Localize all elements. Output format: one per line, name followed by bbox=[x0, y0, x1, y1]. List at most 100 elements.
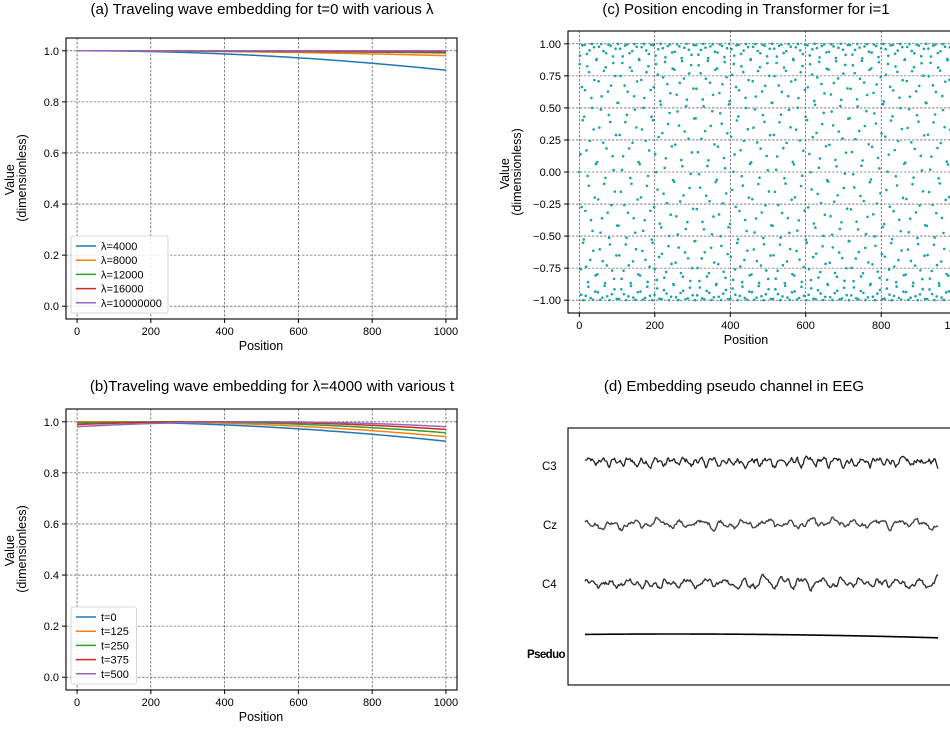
scatter-point bbox=[640, 45, 643, 49]
scatter-point bbox=[918, 204, 921, 207]
scatter-point bbox=[709, 124, 713, 128]
scatter-point bbox=[946, 163, 950, 166]
scatter-point bbox=[937, 177, 940, 180]
scatter-point bbox=[610, 269, 614, 272]
scatter-point bbox=[660, 297, 663, 301]
scatter-point bbox=[843, 279, 846, 283]
scatter-point bbox=[661, 46, 665, 50]
scatter-point bbox=[905, 79, 909, 83]
scatter-point bbox=[933, 298, 936, 302]
scatter-point bbox=[803, 43, 807, 47]
scatter-point bbox=[785, 260, 789, 263]
scatter-point bbox=[883, 297, 886, 301]
scatter-point bbox=[736, 238, 740, 241]
scatter-point bbox=[638, 274, 642, 277]
scatter-point bbox=[632, 216, 636, 220]
scatter-point bbox=[733, 268, 737, 271]
scatter-point bbox=[684, 298, 687, 301]
scatter-point bbox=[726, 252, 730, 256]
x-tick-label-800: 800 bbox=[363, 326, 381, 338]
scatter-point bbox=[709, 246, 713, 250]
scatter-point bbox=[827, 50, 831, 54]
scatter-point bbox=[631, 141, 634, 145]
scatter-point bbox=[732, 170, 735, 174]
scatter-point bbox=[805, 118, 809, 122]
scatter-point bbox=[852, 286, 856, 289]
scatter-point bbox=[922, 47, 926, 51]
scatter-point bbox=[885, 188, 888, 192]
scatter-point bbox=[699, 48, 703, 52]
scatter-point bbox=[750, 273, 753, 276]
scatter-point bbox=[717, 213, 721, 216]
scatter-point bbox=[675, 215, 678, 218]
scatter-point bbox=[873, 235, 877, 238]
scatter-point bbox=[848, 116, 852, 120]
panel-b-lines bbox=[77, 421, 447, 442]
scatter-point bbox=[701, 42, 705, 46]
scatter-point bbox=[707, 271, 711, 275]
scatter-point bbox=[856, 42, 859, 46]
scatter-point bbox=[764, 204, 767, 207]
scatter-point bbox=[916, 242, 920, 246]
scatter-point bbox=[828, 295, 832, 299]
scatter-point bbox=[864, 298, 867, 302]
scatter-point bbox=[655, 278, 659, 282]
scatter-point bbox=[761, 236, 765, 240]
scatter-point bbox=[662, 288, 666, 292]
scatter-point bbox=[583, 43, 586, 47]
scatter-point bbox=[590, 96, 593, 100]
scatter-point bbox=[757, 284, 761, 288]
scatter-point bbox=[887, 268, 891, 271]
scatter-point bbox=[611, 55, 615, 58]
scatter-point bbox=[788, 247, 792, 251]
scatter-point bbox=[785, 141, 788, 145]
scatter-point bbox=[737, 88, 741, 92]
scatter-point bbox=[687, 137, 690, 140]
scatter-point bbox=[633, 108, 637, 111]
scatter-point bbox=[579, 152, 582, 156]
scatter-point bbox=[872, 43, 876, 46]
scatter-point bbox=[906, 248, 910, 251]
scatter-point bbox=[676, 298, 680, 302]
scatter-point bbox=[896, 70, 899, 74]
legend-label-4000: λ=4000 bbox=[101, 241, 137, 253]
scatter-point bbox=[889, 119, 893, 122]
scatter-point bbox=[688, 286, 692, 289]
scatter-point bbox=[795, 298, 799, 301]
scatter-point bbox=[747, 196, 751, 199]
scatter-point bbox=[659, 226, 663, 229]
scatter-point bbox=[585, 64, 589, 68]
scatter-point bbox=[710, 109, 714, 113]
scatter-point bbox=[854, 296, 858, 300]
scatter-point bbox=[590, 42, 594, 46]
scatter-point bbox=[858, 77, 862, 81]
panel-d-traces bbox=[584, 455, 939, 639]
scatter-point bbox=[746, 45, 750, 49]
scatter-point bbox=[945, 272, 948, 276]
scatter-point bbox=[605, 147, 608, 150]
scatter-point bbox=[765, 55, 769, 58]
scatter-point bbox=[799, 70, 802, 74]
scatter-point bbox=[647, 64, 650, 68]
scatter-point bbox=[880, 132, 883, 135]
scatter-point bbox=[689, 172, 693, 176]
scatter-point bbox=[626, 90, 629, 93]
scatter-point bbox=[629, 284, 633, 288]
panel-a-title: (a) Traveling wave embedding for t=0 wit… bbox=[90, 1, 434, 18]
scatter-point bbox=[601, 259, 605, 263]
scatter-point bbox=[670, 145, 674, 148]
scatter-point bbox=[947, 195, 950, 199]
scatter-point bbox=[857, 129, 861, 133]
scatter-point bbox=[920, 169, 924, 172]
scatter-point bbox=[897, 258, 900, 262]
panel-c-y-axis-label: Value (dimensionless) bbox=[498, 128, 524, 216]
scatter-point bbox=[579, 268, 583, 271]
scatter-point bbox=[918, 292, 922, 296]
scatter-point bbox=[716, 145, 720, 148]
scatter-point bbox=[726, 132, 729, 135]
scatter-point bbox=[706, 56, 710, 60]
scatter-point bbox=[862, 291, 865, 295]
scatter-point bbox=[615, 297, 619, 301]
scatter-point bbox=[768, 47, 771, 51]
